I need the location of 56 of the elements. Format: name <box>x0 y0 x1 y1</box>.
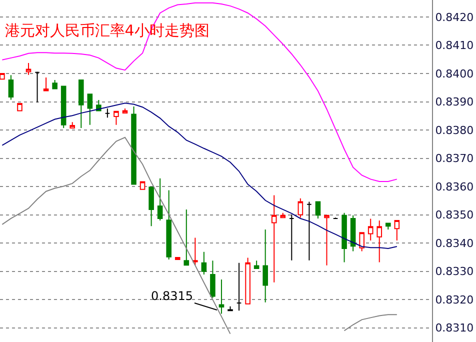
candlestick <box>166 190 172 260</box>
candlestick <box>60 86 66 129</box>
candlestick <box>315 201 321 219</box>
candlestick <box>236 262 242 312</box>
line-series <box>2 2 398 182</box>
candlestick <box>289 214 294 261</box>
y-tick-label: 0.8350 <box>435 208 474 222</box>
candlestick <box>245 257 250 304</box>
candlestick <box>78 79 84 129</box>
candlestick <box>131 106 136 185</box>
candlestick <box>104 108 110 118</box>
y-tick-label: 0.8340 <box>435 236 474 250</box>
y-tick-label: 0.8310 <box>435 322 474 335</box>
candlestick <box>359 232 364 252</box>
candlestick <box>298 198 304 218</box>
candlestick <box>34 71 40 103</box>
y-tick-label: 0.8400 <box>435 67 474 80</box>
annotation: 0.8315 <box>151 289 193 303</box>
candlestick <box>157 178 163 221</box>
candlestick <box>280 212 286 218</box>
candlestick <box>201 251 207 275</box>
y-tick-label: 0.8370 <box>435 152 474 166</box>
candlestick <box>17 102 22 112</box>
candlestick <box>271 194 277 283</box>
candlestick <box>210 260 216 298</box>
candlestick <box>218 279 224 314</box>
candlestick <box>394 220 400 242</box>
line-series <box>2 102 398 249</box>
y-tick-label: 0.8380 <box>435 124 474 137</box>
candlestick <box>254 260 260 270</box>
candlestick <box>385 222 391 230</box>
candlestick <box>184 208 190 266</box>
y-tick-label: 0.8320 <box>435 293 474 306</box>
candlestick <box>140 181 146 190</box>
candlestick <box>26 62 32 76</box>
candlestick <box>350 214 356 252</box>
y-tick-label: 0.8420 <box>435 10 474 24</box>
candlestick <box>148 186 154 227</box>
candlestick <box>114 110 119 126</box>
y-tick-label: 0.8390 <box>435 96 474 109</box>
candlestick <box>262 229 268 303</box>
candlestick <box>376 220 382 263</box>
y-tick-label: 0.8330 <box>435 265 474 278</box>
y-tick-label: 0.8410 <box>435 39 474 52</box>
candlestick <box>8 74 14 100</box>
candlestick <box>87 94 93 126</box>
candlestick <box>342 212 347 263</box>
candlestick <box>368 218 374 242</box>
candlestick <box>324 214 330 266</box>
candlestick <box>43 76 49 92</box>
candlestick <box>70 122 76 129</box>
y-tick-label: 0.8360 <box>435 180 474 194</box>
candlestick <box>306 201 312 261</box>
candlestick <box>52 79 58 90</box>
candlestick <box>174 256 180 260</box>
candlestick <box>192 237 198 266</box>
